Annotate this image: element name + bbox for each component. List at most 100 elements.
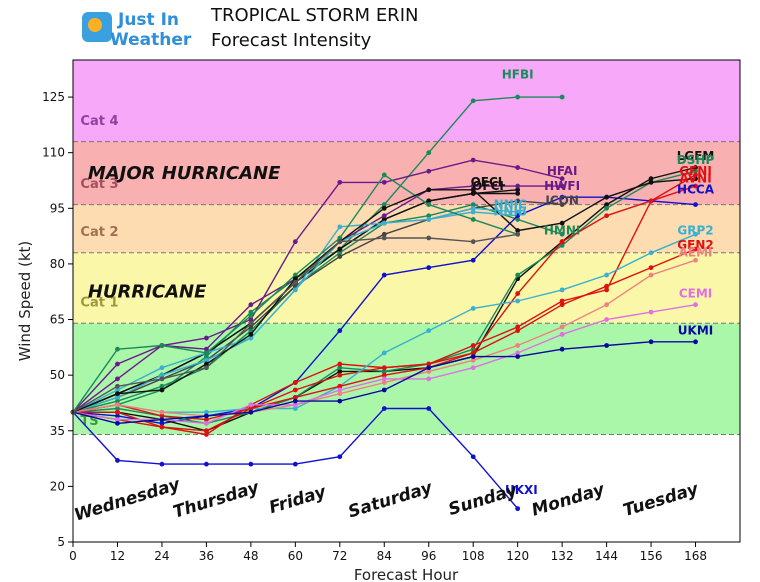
series-point-gfni: [559, 239, 565, 245]
series-point-nnib: [159, 372, 165, 378]
series-point-dshp: [693, 168, 698, 174]
series-point-gfni: [515, 291, 521, 296]
y-tick-label: 80: [50, 257, 65, 271]
series-point-avni: [115, 409, 120, 415]
series-point-ukxi: [248, 461, 254, 467]
series-point-hwfi2: [292, 276, 298, 282]
series-point-grp2: [515, 298, 521, 304]
series-point-ukmi: [470, 354, 476, 360]
series-point-dshp: [604, 205, 609, 211]
series-point-cemi: [693, 302, 698, 308]
series-point-ship: [426, 235, 432, 241]
y-tick-label: 5: [57, 535, 65, 549]
series-point-ukxi: [115, 458, 120, 463]
series-point-hwfi2: [159, 387, 165, 393]
series-point-avni: [470, 343, 476, 348]
series-point-egri: [115, 346, 120, 352]
brand-line1: Just In: [118, 10, 180, 30]
x-tick-label: 36: [199, 549, 214, 563]
series-point-cemi: [381, 376, 387, 382]
series-point-hfbi: [381, 202, 387, 208]
series-point-cemi: [648, 309, 654, 315]
x-tick-label: 132: [551, 549, 574, 563]
series-point-grp2: [426, 328, 432, 334]
x-tick-label: 96: [421, 549, 436, 563]
series-point-avni: [204, 428, 209, 434]
series-point-grp2: [381, 350, 387, 356]
series-point-ukmi: [693, 339, 698, 345]
series-point-hwfi: [115, 376, 120, 382]
series-point-ukxi: [159, 461, 165, 467]
x-tick-label: 72: [332, 549, 347, 563]
plot-frame: [72, 59, 741, 543]
series-label-aemi: AEMI: [679, 246, 713, 260]
series-point-hfbi: [248, 309, 254, 315]
region-label-hurricane: HURRICANE: [88, 282, 207, 303]
series-point-hwfi2: [693, 176, 698, 182]
series-point-egri: [204, 350, 209, 356]
series-point-aemi: [515, 343, 521, 348]
series-point-egri: [426, 202, 432, 208]
series-point-avni: [693, 183, 698, 189]
series-point-ofcl: [515, 187, 521, 193]
series-point-ofcl: [470, 191, 476, 196]
series-point-ukmi: [292, 398, 298, 404]
series-point-hwfi2: [470, 187, 476, 193]
series-point-gen2: [292, 395, 298, 400]
series-point-hcca: [115, 413, 120, 419]
series-point-egri: [470, 217, 476, 222]
series-point-hfbi: [559, 94, 565, 100]
series-point-gfni: [337, 361, 343, 367]
series-point-avni: [292, 387, 298, 393]
series-point-hmni: [159, 383, 165, 389]
series-point-lgem: [693, 165, 698, 170]
series-point-hmni: [515, 217, 521, 222]
series-point-hcca: [470, 257, 476, 263]
y-tick-label: 65: [50, 313, 65, 327]
series-point-ship: [248, 320, 254, 326]
series-point-aemi: [470, 357, 476, 363]
series-point-nnib: [204, 357, 209, 363]
sun-cloud-icon: [82, 12, 112, 42]
series-point-hwfi: [426, 168, 432, 174]
series-point-aemi: [648, 272, 654, 278]
series-point-ukmi: [604, 343, 609, 348]
series-point-grp2: [292, 406, 298, 411]
series-line-hfbi: [72, 96, 563, 413]
series-point-hfai: [115, 361, 120, 367]
series-point-hfai: [515, 183, 521, 189]
series-point-ukmi: [337, 398, 343, 404]
series-point-cemi: [470, 365, 476, 371]
series-point-avni: [604, 287, 609, 293]
y-tick-label: 110: [42, 146, 65, 160]
series-point-nnib: [470, 209, 476, 215]
series-point-nnic: [470, 205, 476, 211]
series-point-ukmi: [248, 409, 254, 415]
series-point-dshp: [515, 272, 521, 278]
y-tick-label: 95: [50, 201, 65, 215]
series-label-grp2: GRP2: [677, 223, 713, 237]
series-point-ukxi: [426, 406, 432, 411]
series-point-icon: [515, 198, 521, 204]
series-point-aemi: [337, 391, 343, 397]
series-point-icon: [559, 202, 565, 208]
chart-title: TROPICAL STORM ERIN: [211, 5, 419, 26]
series-line-icon: [72, 200, 563, 413]
region-label-major-hurricane: MAJOR HURRICANE: [88, 163, 281, 184]
series-label-cemi: CEMI: [679, 286, 712, 300]
day-label-friday: Friday: [267, 482, 329, 518]
series-point-gen2: [470, 350, 476, 356]
series-point-gfni: [292, 380, 298, 385]
series-point-ofci: [515, 191, 521, 196]
y-tick-label: 50: [50, 368, 65, 382]
series-point-aemi: [381, 380, 387, 385]
series-point-ukmi: [515, 354, 521, 360]
model-series: [70, 94, 698, 512]
series-point-grp2: [559, 287, 565, 293]
x-axis: 0 12 24 36 48 60 72 84 96 108 120 132 144 156 168: [69, 542, 707, 563]
band-cat-3: [73, 141, 740, 205]
series-point-cemi: [204, 420, 209, 426]
series-point-ship: [381, 235, 387, 241]
day-label-sunday: Sunday: [446, 480, 520, 520]
